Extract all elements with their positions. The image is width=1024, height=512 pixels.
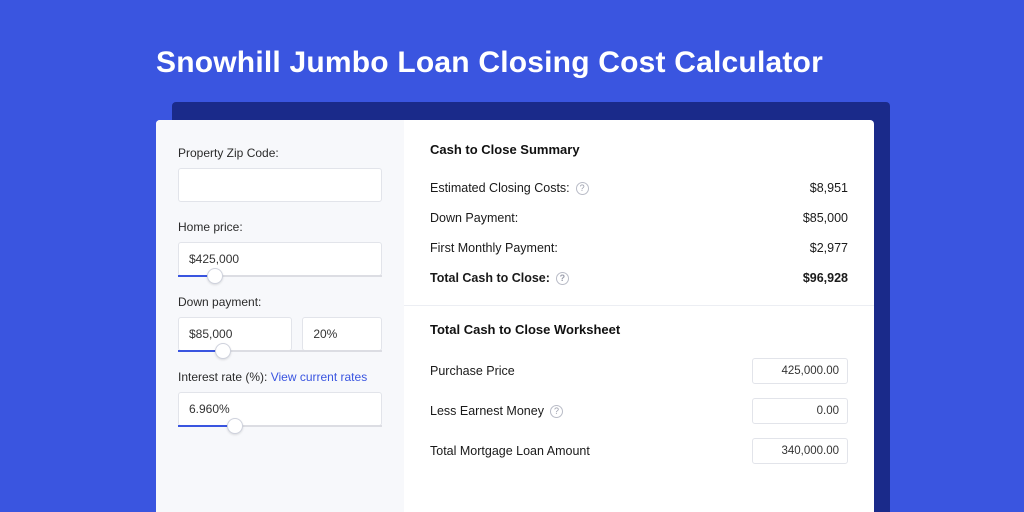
worksheet-row-label-text: Less Earnest Money [430,404,544,418]
worksheet-row-label: Less Earnest Money? [430,404,563,418]
worksheet-row-input[interactable] [752,438,848,464]
summary-row: First Monthly Payment: $2,977 [430,233,848,263]
zip-input[interactable] [178,168,382,202]
worksheet-row-input[interactable] [752,398,848,424]
inputs-panel: Property Zip Code: Home price: Down paym… [156,120,404,512]
page-title: Snowhill Jumbo Loan Closing Cost Calcula… [156,46,823,80]
summary-row: Down Payment: $85,000 [430,203,848,233]
home-price-slider[interactable] [178,275,382,277]
worksheet-row-label: Total Mortgage Loan Amount [430,444,590,458]
summary-row-label-text: Estimated Closing Costs: [430,181,570,195]
summary-row-label: Down Payment: [430,211,518,225]
summary-row: Estimated Closing Costs:? $8,951 [430,173,848,203]
summary-row-label-text: First Monthly Payment: [430,241,558,255]
zip-field-group: Property Zip Code: [178,146,382,202]
help-icon[interactable]: ? [556,272,569,285]
home-price-field-group: Home price: [178,220,382,277]
summary-row-label-text: Down Payment: [430,211,518,225]
interest-input[interactable] [178,392,382,426]
worksheet-row-input[interactable] [752,358,848,384]
interest-label-prefix: Interest rate (%): [178,370,271,384]
interest-slider-thumb[interactable] [227,418,243,434]
interest-field-group: Interest rate (%): View current rates [178,370,382,427]
worksheet-rows: Purchase Price Less Earnest Money? Total M… [430,351,848,471]
summary-row-value: $96,928 [803,271,848,285]
down-payment-amount-input[interactable] [178,317,292,351]
worksheet-row: Total Mortgage Loan Amount [430,431,848,471]
view-rates-link[interactable]: View current rates [271,370,368,384]
down-payment-slider-thumb[interactable] [215,343,231,359]
down-payment-slider[interactable] [178,350,382,352]
summary-rows: Estimated Closing Costs:? $8,951 Down Paym… [430,173,848,293]
worksheet-row-label: Purchase Price [430,364,515,378]
summary-row-value: $8,951 [810,181,848,195]
worksheet-section: Total Cash to Close Worksheet Purchase P… [430,306,848,471]
worksheet-row-label-text: Purchase Price [430,364,515,378]
calculator-card: Property Zip Code: Home price: Down paym… [156,120,874,512]
interest-slider[interactable] [178,425,382,427]
worksheet-row: Purchase Price [430,351,848,391]
down-payment-percent-input[interactable] [302,317,382,351]
zip-label: Property Zip Code: [178,146,382,160]
summary-row-value: $85,000 [803,211,848,225]
summary-row-label: Estimated Closing Costs:? [430,181,589,195]
home-price-slider-thumb[interactable] [207,268,223,284]
worksheet-title: Total Cash to Close Worksheet [430,322,848,337]
summary-row: Total Cash to Close:? $96,928 [430,263,848,293]
worksheet-row-label-text: Total Mortgage Loan Amount [430,444,590,458]
worksheet-row: Less Earnest Money? [430,391,848,431]
summary-row-label: First Monthly Payment: [430,241,558,255]
down-payment-label: Down payment: [178,295,382,309]
summary-row-label-text: Total Cash to Close: [430,271,550,285]
summary-row-label: Total Cash to Close:? [430,271,569,285]
down-payment-field-group: Down payment: [178,295,382,352]
results-panel: Cash to Close Summary Estimated Closing … [404,120,874,512]
interest-label: Interest rate (%): View current rates [178,370,382,384]
summary-row-value: $2,977 [810,241,848,255]
help-icon[interactable]: ? [576,182,589,195]
help-icon[interactable]: ? [550,405,563,418]
summary-title: Cash to Close Summary [430,142,848,157]
home-price-label: Home price: [178,220,382,234]
